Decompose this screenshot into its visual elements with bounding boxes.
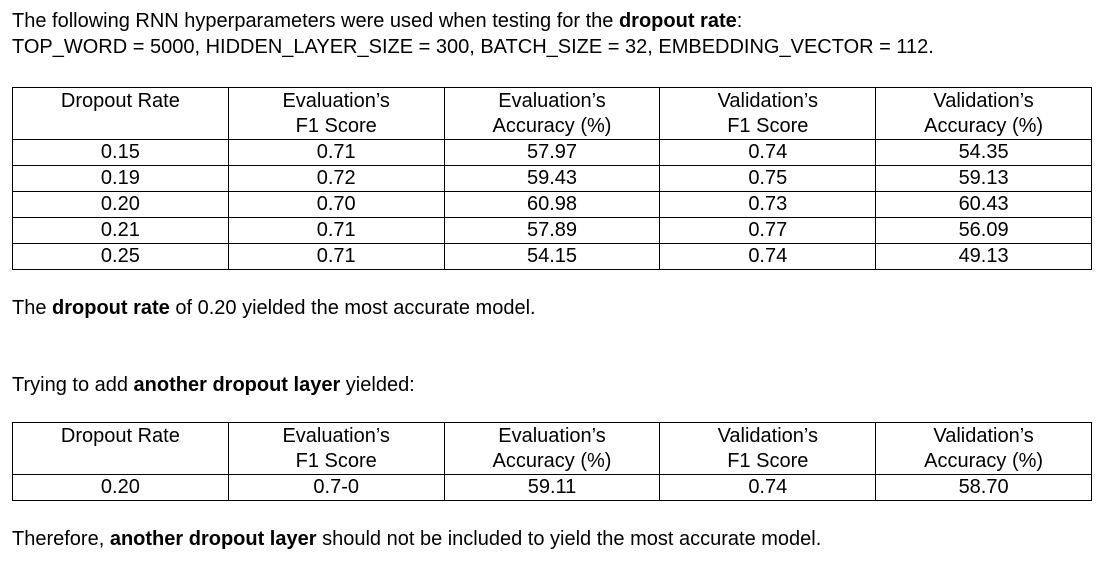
- table-cell: 0.74: [659, 139, 877, 166]
- table-cell: 49.13: [875, 243, 1092, 270]
- table-cell: 59.11: [443, 474, 661, 501]
- column-header: Evaluation’s Accuracy (%): [443, 87, 661, 140]
- column-header: Dropout Rate: [12, 422, 229, 475]
- column-header-line: F1 Score: [727, 450, 809, 472]
- conclusion-1-suffix: of 0.20 yielded the most accurate model.: [169, 297, 536, 319]
- table-row: 0.21 0.71 57.89 0.77 56.09: [12, 217, 1092, 244]
- intro-line-1-prefix: The following RNN hyperparameters were u…: [12, 10, 619, 32]
- another-dropout-layer-results-table: Dropout Rate Evaluation’s F1 Score Evaluati…: [12, 422, 1092, 501]
- table-header: Dropout Rate Evaluation’s F1 Score Evaluati…: [12, 422, 1092, 475]
- trial-another-layer: Trying to add another dropout layer yiel…: [12, 372, 415, 398]
- table-cell: 0.20: [12, 191, 229, 218]
- column-header-line: F1 Score: [727, 115, 809, 137]
- intro-line-2: TOP_WORD = 5000, HIDDEN_LAYER_SIZE = 300…: [12, 36, 934, 58]
- conclusion-another-layer: Therefore, another dropout layer should …: [12, 526, 821, 552]
- column-header-line: Validation’s: [717, 90, 819, 112]
- table-header: Dropout Rate Evaluation’s F1 Score Evaluati…: [12, 87, 1092, 140]
- table-cell: 0.15: [12, 139, 229, 166]
- column-header-line: Validation’s: [933, 425, 1034, 447]
- conclusion-1-prefix: The: [12, 297, 53, 319]
- table-cell: 57.97: [443, 139, 661, 166]
- table-cell: 60.98: [443, 191, 661, 218]
- table-row: 0.25 0.71 54.15 0.74 49.13: [12, 243, 1092, 270]
- table-header-row: Dropout Rate Evaluation’s F1 Score Evaluati…: [12, 422, 1092, 475]
- table-cell: 0.74: [659, 243, 877, 270]
- column-header-line: Accuracy (%): [492, 450, 612, 472]
- table-cell: 58.70: [875, 474, 1092, 501]
- conclusion-1-bold: dropout rate: [52, 297, 170, 319]
- table-cell: 0.7-0: [227, 474, 445, 501]
- intro-line-1: The following RNN hyperparameters were u…: [12, 8, 934, 34]
- column-header-line: Accuracy (%): [492, 115, 612, 137]
- trial-prefix: Trying to add: [12, 374, 134, 396]
- table-cell: 59.43: [443, 165, 661, 192]
- column-header: Evaluation’s Accuracy (%): [443, 422, 661, 475]
- table-cell: 0.19: [12, 165, 229, 192]
- intro-line-1-suffix: :: [736, 10, 743, 32]
- table-body: 0.15 0.71 57.97 0.74 54.35 0.19 0.72 59.43 0.75 5…: [12, 139, 1092, 270]
- column-header-line: F1 Score: [295, 115, 377, 137]
- table-cell: 60.43: [875, 191, 1092, 218]
- conclusion-2-suffix: should not be included to yield the most…: [316, 528, 822, 550]
- table-cell: 0.21: [12, 217, 229, 244]
- column-header-line: Evaluation’s: [282, 90, 390, 112]
- table-cell: 0.75: [659, 165, 877, 192]
- column-header: Dropout Rate: [12, 87, 229, 140]
- column-header-line: Accuracy (%): [924, 450, 1044, 472]
- table-cell: 0.25: [12, 243, 229, 270]
- table-cell: 0.72: [227, 165, 445, 192]
- column-header: Validation’s Accuracy (%): [875, 422, 1092, 475]
- column-header-line: F1 Score: [295, 450, 377, 472]
- table-cell: 56.09: [875, 217, 1092, 244]
- conclusion-dropout-rate: The dropout rate of 0.20 yielded the mos…: [12, 295, 536, 321]
- intro-line-1-bold: dropout rate: [618, 10, 737, 32]
- table-cell: 54.15: [443, 243, 661, 270]
- column-header: Validation’s Accuracy (%): [875, 87, 1092, 140]
- table-row: 0.20 0.7-0 59.11 0.74 58.70: [12, 474, 1092, 501]
- column-header-line: Evaluation’s: [498, 90, 606, 112]
- conclusion-2-bold: another dropout layer: [109, 528, 317, 550]
- trial-suffix: yielded:: [340, 374, 415, 396]
- table-row: 0.15 0.71 57.97 0.74 54.35: [12, 139, 1092, 166]
- table-cell: 0.77: [659, 217, 877, 244]
- conclusion-2-prefix: Therefore,: [12, 528, 110, 550]
- table-cell: 57.89: [443, 217, 661, 244]
- table-cell: 0.74: [659, 474, 877, 501]
- table-row: 0.20 0.70 60.98 0.73 60.43: [12, 191, 1092, 218]
- table-cell: 0.20: [12, 474, 229, 501]
- table-body: 0.20 0.7-0 59.11 0.74 58.70: [12, 474, 1092, 501]
- column-header-line: Dropout Rate: [60, 425, 180, 447]
- column-header: Evaluation’s F1 Score: [227, 422, 445, 475]
- table-header-row: Dropout Rate Evaluation’s F1 Score Evaluati…: [12, 87, 1092, 140]
- column-header-line: Validation’s: [717, 425, 819, 447]
- table-row: 0.19 0.72 59.43 0.75 59.13: [12, 165, 1092, 192]
- column-header-line: Accuracy (%): [924, 115, 1044, 137]
- column-header-line: Validation’s: [933, 90, 1034, 112]
- column-header-line: Evaluation’s: [282, 425, 390, 447]
- table-cell: 59.13: [875, 165, 1092, 192]
- column-header: Validation’s F1 Score: [659, 87, 877, 140]
- column-header: Evaluation’s F1 Score: [227, 87, 445, 140]
- column-header: Validation’s F1 Score: [659, 422, 877, 475]
- table-cell: 0.71: [227, 243, 445, 270]
- column-header-line: Evaluation’s: [498, 425, 606, 447]
- column-header-line: Dropout Rate: [60, 90, 180, 112]
- table-cell: 54.35: [875, 139, 1092, 166]
- trial-bold: another dropout layer: [133, 374, 341, 396]
- intro-paragraph: The following RNN hyperparameters were u…: [12, 8, 934, 60]
- table-cell: 0.71: [227, 139, 445, 166]
- table-cell: 0.73: [659, 191, 877, 218]
- dropout-rate-results-table: Dropout Rate Evaluation’s F1 Score Evaluati…: [12, 87, 1092, 270]
- table-cell: 0.70: [227, 191, 445, 218]
- table-cell: 0.71: [227, 217, 445, 244]
